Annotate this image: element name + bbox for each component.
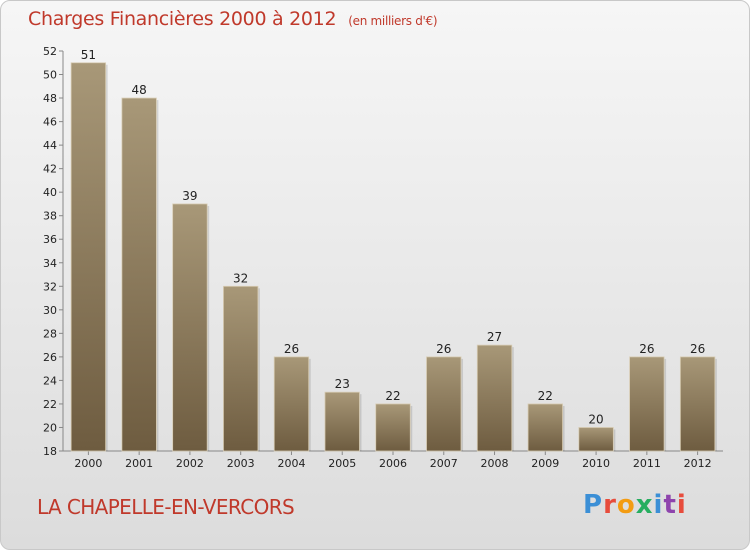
x-tick-label-2011: 2011 [633, 457, 661, 470]
x-tick-label-2005: 2005 [328, 457, 356, 470]
bar-2011 [629, 356, 665, 452]
x-tick-label-2010: 2010 [582, 457, 610, 470]
y-tick-label: 30 [43, 304, 57, 317]
data-label-2012: 26 [690, 342, 705, 356]
data-label-2004: 26 [284, 342, 299, 356]
x-tick-label-2006: 2006 [379, 457, 407, 470]
logo-letter: o [616, 490, 636, 520]
x-tick-label-2009: 2009 [531, 457, 559, 470]
x-tick-label-2002: 2002 [176, 457, 204, 470]
data-label-2000: 51 [81, 48, 96, 62]
y-tick-label: 44 [43, 139, 57, 152]
data-label-2002: 39 [182, 189, 197, 203]
data-label-2008: 27 [487, 330, 502, 344]
bar-2003 [223, 285, 259, 452]
y-tick-label: 52 [43, 45, 57, 58]
data-label-2003: 32 [233, 271, 248, 285]
bar-2007 [426, 356, 462, 452]
data-label-2006: 22 [385, 389, 400, 403]
chart-title: Charges Financières 2000 à 2012 (en milli… [28, 8, 438, 30]
y-tick-label: 20 [43, 421, 57, 434]
data-label-2009: 22 [538, 389, 553, 403]
logo-letter: x [635, 490, 654, 520]
logo-letter: i [653, 490, 664, 520]
bar-2000 [70, 62, 107, 452]
x-tick-label-2000: 2000 [74, 457, 102, 470]
data-label-2007: 26 [436, 342, 451, 356]
bar-2008 [476, 344, 513, 452]
x-tick-label-2003: 2003 [227, 457, 255, 470]
logo-letter: t [663, 490, 677, 520]
y-tick-label: 32 [43, 280, 57, 293]
logo-letter: P [583, 490, 604, 520]
x-tick-label-2004: 2004 [277, 457, 305, 470]
bar-2005 [324, 391, 360, 452]
y-tick-label: 24 [43, 374, 57, 387]
bar-2009 [527, 403, 563, 452]
x-tick-label-2008: 2008 [481, 457, 509, 470]
y-tick-label: 36 [43, 233, 57, 246]
bar-2004 [273, 356, 310, 452]
y-tick-label: 48 [43, 92, 57, 105]
proxiti-logo: Proxiti [583, 490, 687, 520]
bar-2002 [172, 203, 208, 452]
logo-letter: r [603, 490, 617, 520]
x-axis: 2000 2001 2002 2003 2004 2005 2006 2007 2008 2009… [63, 450, 723, 470]
y-tick-label: 38 [43, 210, 57, 223]
chart-title-text: Charges Financières 2000 à 2012 [28, 8, 337, 30]
x-tick-label-2012: 2012 [684, 457, 712, 470]
bars: 51 48 39 32 26 23 22 26 27 22 20 26 26 [70, 48, 717, 452]
bar-2010 [578, 427, 614, 452]
data-label-2005: 23 [335, 377, 350, 391]
data-label-2001: 48 [132, 83, 147, 97]
y-tick-label: 26 [43, 351, 57, 364]
y-tick-label: 46 [43, 116, 57, 129]
y-tick-label: 28 [43, 327, 57, 340]
data-label-2010: 20 [588, 412, 603, 426]
bar-2012 [679, 356, 716, 452]
x-tick-label-2007: 2007 [430, 457, 458, 470]
y-tick-label: 34 [43, 257, 57, 270]
logo-letter: i [676, 490, 687, 520]
y-tick-label: 18 [43, 445, 57, 458]
chart-subtitle: (en milliers d'€) [348, 14, 438, 28]
commune-name: LA CHAPELLE-EN-VERCORS [37, 495, 295, 519]
y-tick-label: 42 [43, 163, 57, 176]
x-tick-label-2001: 2001 [125, 457, 153, 470]
y-tick-label: 40 [43, 186, 57, 199]
bar-2001 [121, 97, 157, 452]
data-label-2011: 26 [639, 342, 654, 356]
y-tick-label: 22 [43, 398, 57, 411]
bar-2006 [375, 403, 411, 452]
y-axis: 18 20 22 24 26 28 30 32 34 36 38 40 42 44 46 48 50 52 [43, 45, 64, 458]
y-tick-label: 50 [43, 69, 57, 82]
